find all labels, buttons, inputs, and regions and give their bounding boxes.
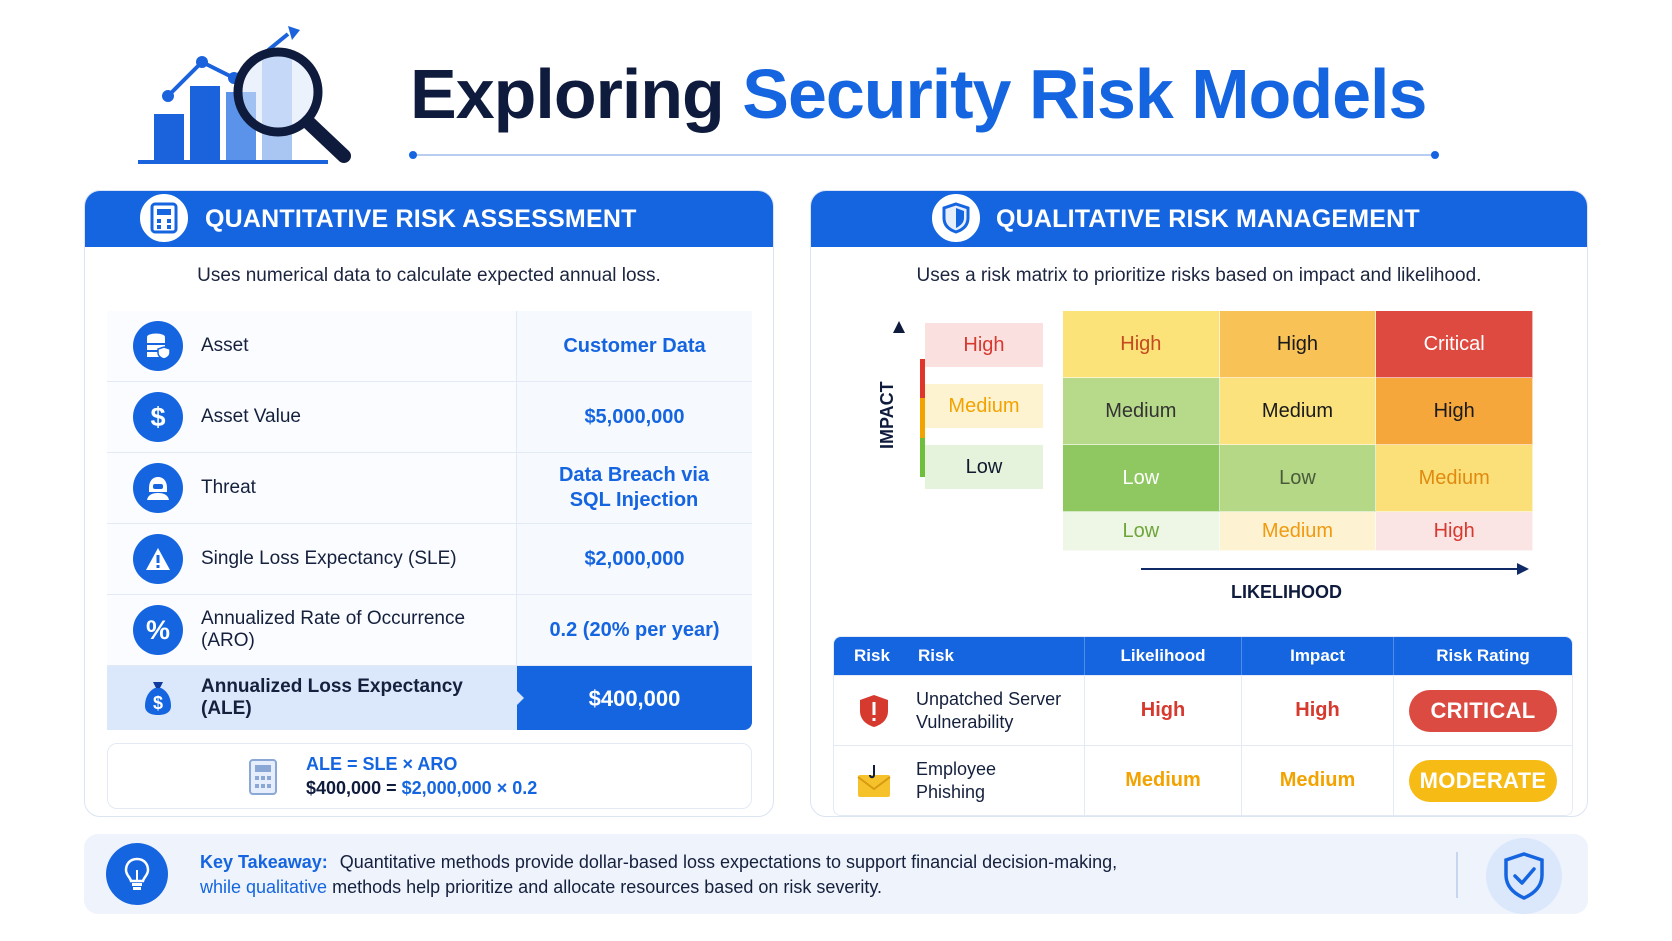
row-label: Single Loss Expectancy (SLE): [201, 548, 457, 569]
title-part-dark: Exploring: [410, 55, 725, 133]
impact-scale-bar: [920, 359, 925, 477]
takeaway-highlight: while qualitative: [200, 877, 328, 897]
header-risk: Risk: [854, 646, 890, 665]
table-row: % Annualized Rate of Occurrence (ARO) 0.…: [107, 595, 752, 666]
matrix-cell: Medium: [1219, 378, 1377, 445]
takeaway-label: Key Takeaway:: [200, 852, 328, 872]
formula-calculation: $400,000 = $2,000,000 × 0.2: [306, 778, 537, 799]
row-label: Asset Value: [201, 406, 301, 427]
divider-dot: [1431, 151, 1439, 159]
warning-icon: [133, 534, 183, 584]
matrix-cell: Low: [1219, 445, 1377, 512]
takeaway-text: Key Takeaway: Quantitative methods provid…: [200, 850, 1450, 900]
impact-level-low: Low: [925, 445, 1043, 489]
quantitative-header: QUANTITATIVE RISK ASSESSMENT: [85, 191, 773, 247]
risk-rating-badge: MODERATE: [1409, 759, 1557, 802]
svg-text:$: $: [153, 693, 163, 713]
title-divider: [409, 151, 1439, 159]
phishing-envelope-icon: [857, 764, 891, 797]
calculator-icon: [249, 759, 277, 795]
impact-level-high: High: [925, 323, 1043, 367]
qualitative-panel: QUALITATIVE RISK MANAGEMENT Uses a risk …: [810, 190, 1588, 817]
percent-icon: %: [133, 605, 183, 655]
matrix-cell: High: [1219, 311, 1377, 378]
table-row: Unpatched Server Vulnerability High High…: [834, 675, 1572, 745]
impact-axis-label: IMPACT: [877, 381, 897, 449]
risk-name: Employee Phishing: [916, 758, 997, 802]
matrix-cell: Low: [1063, 445, 1220, 512]
row-value: Customer Data: [563, 334, 706, 357]
row-label: Annualized Rate of Occurrence (ARO): [201, 608, 466, 651]
table-row: Threat Data Breach via SQL Injection: [107, 453, 752, 524]
divider-dot: [409, 151, 417, 159]
row-value: Data Breach via SQL Injection: [558, 464, 710, 511]
likelihood-axis-label: LIKELIHOOD: [1231, 582, 1342, 602]
formula-box: ALE = SLE × ARO $400,000 = $2,000,000 × …: [107, 743, 752, 809]
hacker-icon: [133, 463, 183, 513]
takeaway-divider: [1456, 852, 1458, 898]
table-row: Employee Phishing Medium Medium MODERATE: [834, 745, 1572, 815]
matrix-cell: Medium: [1376, 445, 1533, 512]
table-header-row: Risk Risk Likelihood Impact Risk Rating: [834, 637, 1572, 675]
chart-magnifier-icon: [138, 26, 351, 164]
table-row: Asset Customer Data: [107, 311, 752, 382]
shield-alert-icon: [860, 694, 888, 727]
ale-row: $ Annualized Loss Expectancy (ALE) $400,…: [107, 666, 752, 730]
table-row: $ Asset Value $5,000,000: [107, 382, 752, 453]
money-bag-icon: $: [133, 673, 183, 723]
matrix-cell: High: [1376, 512, 1533, 551]
title-part-blue: Security Risk Models: [742, 55, 1427, 133]
calculator-badge-icon: [135, 191, 193, 247]
impact-level-medium: Medium: [925, 384, 1043, 428]
takeaway-text-part2: methods help prioritize and allocate res…: [332, 877, 883, 897]
formula-result: $400,000 =: [306, 778, 397, 798]
row-label: Annualized Loss Expectancy (ALE): [201, 676, 463, 719]
matrix-cell: High: [1063, 311, 1220, 378]
quantitative-panel: QUANTITATIVE RISK ASSESSMENT Uses numeri…: [84, 190, 774, 817]
likelihood-arrow-icon: [1141, 563, 1529, 575]
likelihood-value: Medium: [1125, 769, 1201, 791]
header-risk-name: Risk: [918, 646, 954, 665]
quantitative-subtitle: Uses numerical data to calculate expecte…: [197, 265, 661, 286]
risk-register-table: Risk Risk Likelihood Impact Risk Rating …: [833, 636, 1573, 816]
row-label: Threat: [201, 477, 256, 498]
shield-check-icon: [1486, 838, 1562, 914]
page-title: Exploring Security Risk Models: [410, 52, 1427, 136]
key-takeaway-banner: Key Takeaway: Quantitative methods provid…: [84, 834, 1588, 914]
impact-value: Medium: [1279, 769, 1356, 791]
formula-definition: ALE = SLE × ARO: [306, 754, 458, 774]
formula-terms: $2,000,000 × 0.2: [401, 778, 538, 798]
takeaway-text-part1: Quantitative methods provide dollar-base…: [339, 852, 1118, 872]
row-value: 0.2 (20% per year): [549, 618, 720, 641]
matrix-cell: Critical: [1376, 311, 1533, 378]
qualitative-subtitle: Uses a risk matrix to prioritize risks b…: [916, 265, 1482, 286]
dollar-icon: $: [133, 392, 183, 442]
table-row: Single Loss Expectancy (SLE) $2,000,000: [107, 524, 752, 595]
risk-matrix: High High Critical Medium Medium High Low Low Me…: [1063, 311, 1533, 551]
impact-value: High: [1295, 699, 1340, 721]
quantitative-table: Asset Customer Data $ Asset Value $5,000…: [107, 311, 752, 730]
matrix-cell: Medium: [1219, 512, 1377, 551]
header-impact: Impact: [1242, 637, 1394, 675]
matrix-cell: High: [1376, 378, 1533, 445]
likelihood-value: High: [1140, 699, 1186, 721]
risk-rating-badge: CRITICAL: [1409, 689, 1557, 732]
matrix-cell: Medium: [1063, 378, 1220, 445]
row-value: $2,000,000: [584, 547, 685, 570]
database-shield-icon: [133, 321, 183, 371]
impact-arrow-icon: [893, 321, 905, 333]
row-value: $400,000: [516, 666, 752, 730]
risk-name: Unpatched Server Vulnerability: [916, 688, 1062, 732]
matrix-cell: Low: [1063, 512, 1220, 551]
row-value: $5,000,000: [584, 405, 685, 428]
header-likelihood: Likelihood: [1085, 637, 1242, 675]
header-risk-rating: Risk Rating: [1436, 646, 1530, 665]
lightbulb-icon: [106, 843, 168, 905]
row-label: Asset: [201, 335, 249, 356]
shield-badge-icon: [927, 191, 985, 247]
